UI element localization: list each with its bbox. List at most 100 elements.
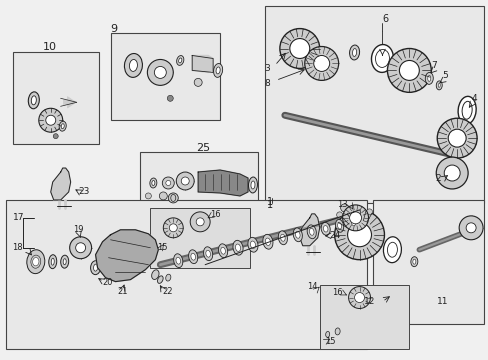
Ellipse shape (221, 247, 225, 254)
Circle shape (76, 243, 85, 253)
Ellipse shape (28, 92, 39, 109)
Ellipse shape (280, 234, 285, 241)
Ellipse shape (323, 226, 327, 232)
Ellipse shape (49, 255, 57, 269)
Text: 25: 25 (196, 143, 210, 153)
Ellipse shape (349, 217, 357, 229)
Ellipse shape (203, 247, 212, 261)
Circle shape (159, 192, 167, 200)
Ellipse shape (176, 257, 180, 264)
Ellipse shape (306, 225, 316, 239)
Ellipse shape (218, 244, 227, 258)
Ellipse shape (435, 81, 441, 90)
Ellipse shape (265, 238, 270, 246)
Text: 21: 21 (117, 287, 128, 296)
Circle shape (399, 60, 419, 80)
Text: 7: 7 (430, 61, 436, 70)
Ellipse shape (427, 75, 430, 81)
Ellipse shape (124, 54, 142, 77)
Text: 6: 6 (382, 14, 388, 24)
Circle shape (436, 118, 476, 158)
Circle shape (435, 157, 467, 189)
Text: 17: 17 (13, 213, 24, 222)
Ellipse shape (321, 222, 329, 235)
Ellipse shape (383, 237, 401, 263)
Ellipse shape (151, 270, 159, 279)
Text: 8: 8 (264, 79, 269, 88)
Text: 13: 13 (336, 201, 347, 210)
Bar (13, 53, 99, 144)
Text: 9: 9 (110, 24, 118, 33)
Ellipse shape (278, 231, 287, 245)
Ellipse shape (170, 194, 175, 201)
Circle shape (145, 193, 151, 199)
Ellipse shape (335, 219, 343, 232)
Text: 11: 11 (436, 297, 448, 306)
Ellipse shape (248, 177, 257, 193)
Ellipse shape (90, 261, 101, 275)
Text: 16: 16 (210, 210, 220, 219)
Text: 20: 20 (102, 278, 113, 287)
Circle shape (447, 129, 465, 147)
Text: 19: 19 (73, 225, 83, 234)
Circle shape (154, 67, 166, 78)
Text: 22: 22 (162, 287, 172, 296)
Circle shape (196, 218, 203, 226)
Circle shape (465, 223, 475, 233)
Ellipse shape (334, 328, 340, 335)
Ellipse shape (129, 59, 137, 71)
Ellipse shape (352, 49, 356, 57)
Text: 10: 10 (42, 41, 57, 51)
Text: 24: 24 (329, 231, 340, 240)
Circle shape (176, 172, 194, 190)
Text: 15: 15 (157, 243, 167, 252)
Circle shape (348, 287, 370, 309)
Ellipse shape (293, 228, 302, 242)
Circle shape (167, 95, 173, 101)
Ellipse shape (31, 96, 36, 105)
Ellipse shape (213, 63, 222, 77)
Ellipse shape (295, 231, 300, 238)
Ellipse shape (61, 124, 64, 129)
Text: 14: 14 (306, 282, 317, 291)
Ellipse shape (371, 45, 393, 72)
Circle shape (313, 55, 329, 71)
Text: 18: 18 (12, 243, 23, 252)
Ellipse shape (386, 242, 397, 257)
Ellipse shape (461, 101, 471, 119)
Ellipse shape (250, 241, 255, 248)
Circle shape (46, 115, 56, 125)
Text: 2: 2 (435, 174, 440, 183)
Circle shape (347, 223, 371, 247)
Bar (319, 285, 408, 349)
Circle shape (342, 205, 368, 231)
Circle shape (443, 165, 459, 181)
Ellipse shape (235, 244, 240, 251)
Polygon shape (95, 230, 158, 282)
Bar (264, 6, 483, 203)
Circle shape (334, 210, 384, 260)
Ellipse shape (247, 237, 258, 252)
Text: 4: 4 (470, 94, 476, 103)
Circle shape (39, 108, 62, 132)
Text: 15: 15 (324, 337, 334, 346)
Circle shape (190, 212, 210, 232)
Text: 12: 12 (364, 297, 375, 306)
Ellipse shape (61, 255, 68, 268)
Ellipse shape (165, 274, 170, 281)
Ellipse shape (176, 55, 183, 66)
Circle shape (163, 218, 183, 238)
Ellipse shape (216, 67, 220, 74)
Ellipse shape (27, 250, 45, 274)
Ellipse shape (250, 181, 254, 189)
Text: 23: 23 (79, 188, 90, 197)
Ellipse shape (33, 257, 39, 266)
Circle shape (340, 204, 348, 212)
Ellipse shape (152, 180, 155, 185)
Ellipse shape (178, 58, 182, 63)
Ellipse shape (190, 253, 195, 260)
Circle shape (147, 59, 173, 85)
Circle shape (458, 216, 482, 240)
Ellipse shape (351, 220, 355, 226)
Ellipse shape (157, 276, 163, 283)
